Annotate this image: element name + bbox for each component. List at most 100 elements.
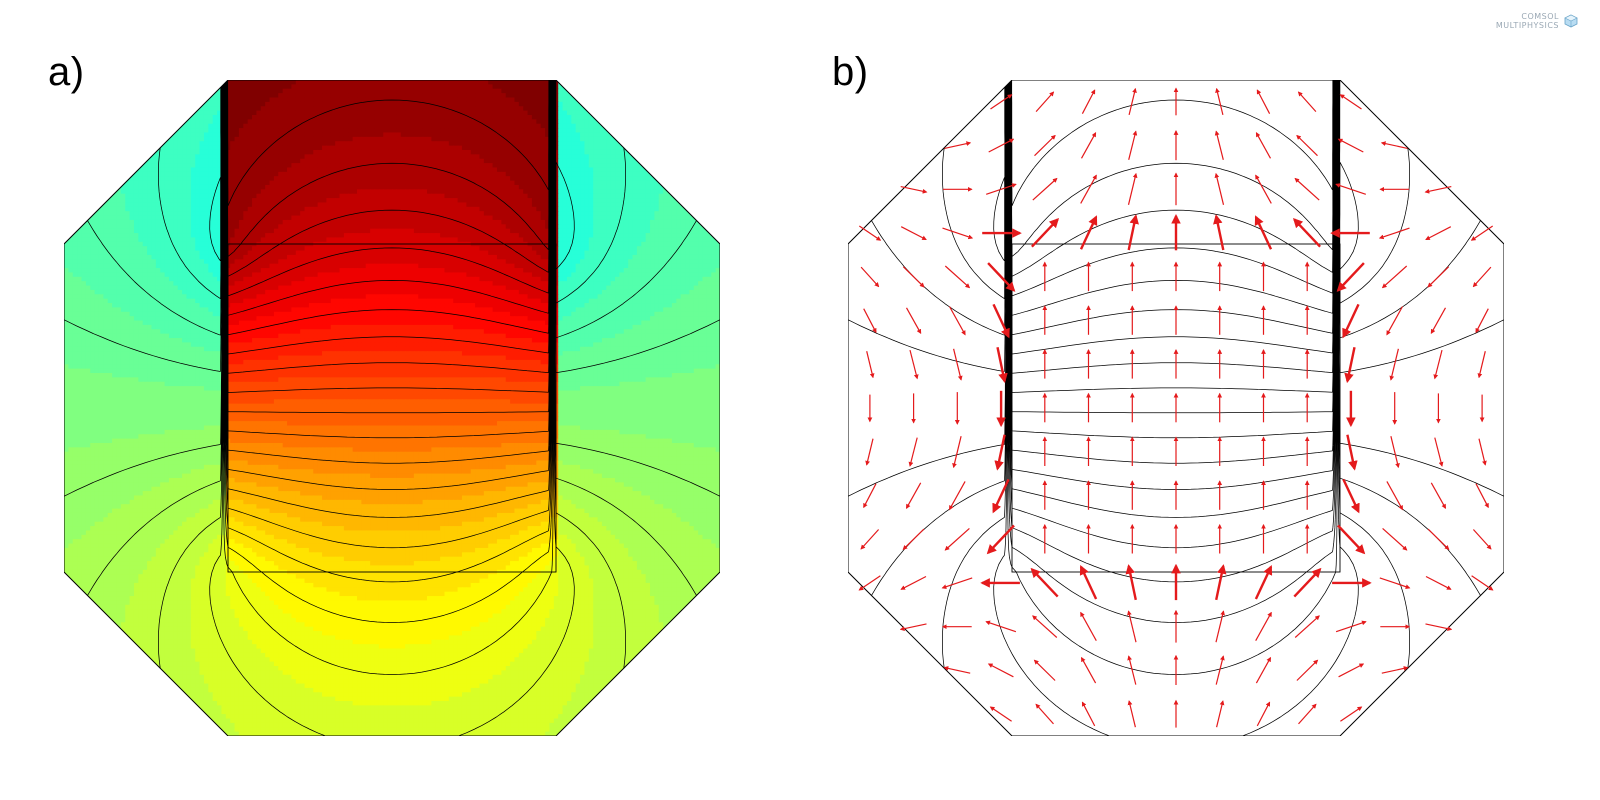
field-arrow [1472, 266, 1492, 288]
field-arrow [1034, 134, 1056, 157]
field-arrow [1128, 130, 1138, 160]
field-arrow-plot [848, 80, 1504, 736]
field-arrow [1030, 567, 1059, 598]
logo-line2: MULTIPHYSICS [1496, 21, 1559, 30]
field-arrow [1389, 348, 1399, 381]
field-arrow [1255, 656, 1272, 684]
field-arrow [1032, 177, 1058, 201]
comsol-logo: COMSOL MULTIPHYSICS [1496, 12, 1578, 30]
field-arrow [944, 265, 971, 289]
field-arrow [1256, 89, 1271, 114]
field-arrow [900, 575, 927, 590]
domain-boundary [64, 80, 720, 736]
field-arrow [1080, 611, 1097, 641]
comsol-cube-icon [1564, 14, 1578, 28]
field-arrow [1470, 225, 1494, 241]
field-arrow [1379, 577, 1411, 589]
field-arrow [985, 620, 1017, 633]
field-arrow [1079, 565, 1098, 600]
field-arrow [1080, 656, 1097, 684]
field-arrow [902, 266, 925, 288]
field-arrow [1471, 575, 1494, 591]
field-arrow [1424, 186, 1452, 194]
field-arrow [1433, 349, 1443, 380]
field-arrow [1127, 610, 1137, 643]
field-arrow [1425, 575, 1452, 590]
field-arrow [1081, 89, 1096, 114]
field-arrow [1386, 481, 1404, 511]
field-arrow [1425, 623, 1453, 631]
arrow-field [858, 87, 1494, 728]
field-arrow [1255, 611, 1272, 641]
field-arrow [1292, 218, 1321, 248]
field-arrow [992, 303, 1010, 339]
field-arrow [1294, 615, 1320, 638]
field-arrow [1080, 174, 1097, 204]
logo-line1: COMSOL [1496, 12, 1559, 21]
field-arrow [1032, 615, 1058, 638]
field-arrow [941, 577, 973, 589]
field-arrow [1296, 659, 1319, 681]
field-arrow [1344, 347, 1356, 384]
field-arrow [944, 527, 970, 551]
field-arrow [1256, 701, 1271, 727]
contour-plot-canvas [64, 80, 720, 736]
field-arrow [1380, 141, 1408, 149]
field-arrow [1079, 215, 1098, 250]
field-arrow [865, 438, 874, 466]
field-arrow [1215, 610, 1225, 643]
field-arrow [1215, 564, 1227, 601]
magnet-block [227, 243, 557, 573]
field-arrow [1214, 130, 1224, 160]
field-arrow [1294, 177, 1320, 201]
field-arrow [1293, 567, 1322, 598]
field-arrow [1081, 701, 1096, 727]
field-arrow [1335, 620, 1367, 633]
field-arrow [866, 351, 875, 379]
field-arrow [1035, 91, 1055, 112]
field-arrow [899, 623, 927, 631]
field-arrow [1254, 565, 1273, 600]
field-arrow [986, 524, 1015, 555]
field-arrow [905, 482, 922, 510]
field-arrow [1127, 655, 1137, 685]
field-arrow [1472, 529, 1492, 550]
field-arrow [994, 434, 1006, 471]
field-arrow [1342, 303, 1360, 339]
contour-fill [64, 80, 720, 736]
field-arrow [900, 226, 927, 241]
field-arrow [1035, 703, 1054, 725]
field-arrow [858, 575, 881, 591]
field-arrow [902, 528, 925, 550]
field-arrow [1296, 134, 1318, 157]
field-arrow [990, 94, 1013, 110]
field-arrow [858, 225, 882, 241]
field-arrow [1337, 138, 1364, 153]
field-arrow [1342, 478, 1360, 514]
field-arrow [863, 483, 877, 509]
field-arrow [908, 437, 918, 467]
field-arrow [1080, 132, 1097, 159]
field-arrow [988, 138, 1015, 153]
field-arrow [1475, 308, 1489, 334]
field-arrow [860, 266, 880, 288]
field-arrow [986, 183, 1017, 195]
field-arrow [1127, 700, 1136, 728]
field-arrow [992, 478, 1010, 514]
field-arrow [1337, 524, 1366, 555]
field-arrow [1381, 265, 1408, 289]
field-arrow [1386, 306, 1404, 336]
field-arrow [1390, 436, 1400, 469]
field-arrow [944, 141, 972, 149]
field-arrow [987, 663, 1014, 678]
field-arrow [1381, 666, 1409, 674]
field-arrow [1297, 91, 1317, 112]
field-arrow [1427, 528, 1450, 550]
field-arrow [1128, 87, 1137, 116]
field-arrow [948, 306, 966, 336]
field-arrow [1254, 215, 1273, 250]
field-arrow [1477, 351, 1486, 379]
field-arrow [909, 349, 919, 380]
field-arrow [1478, 438, 1487, 466]
field-arrow [952, 436, 962, 469]
